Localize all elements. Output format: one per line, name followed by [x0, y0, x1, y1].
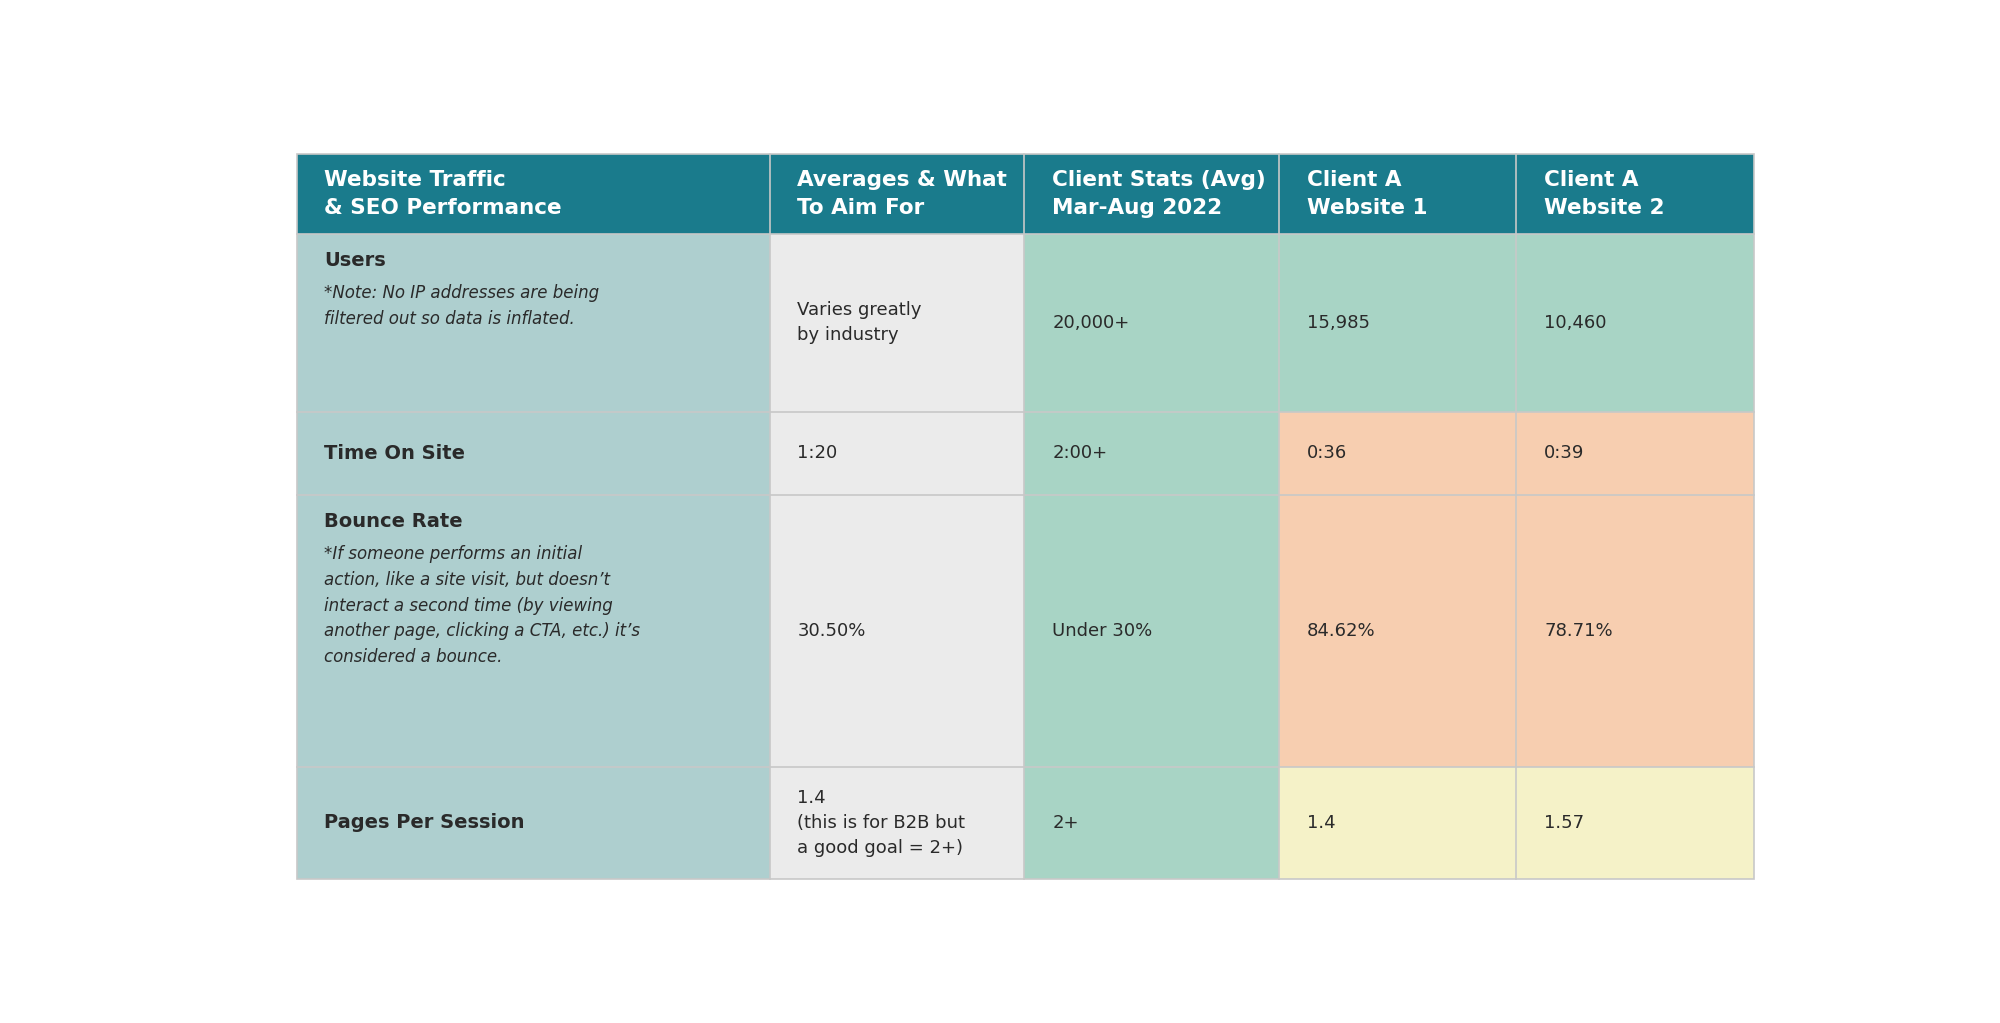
Bar [296, 154, 1754, 234]
Bar [1024, 411, 1278, 495]
Text: Time On Site: Time On Site [324, 444, 466, 462]
Bar [770, 766, 1024, 879]
Bar [770, 495, 1024, 766]
Text: 20,000+: 20,000+ [1052, 314, 1130, 331]
Text: 2+: 2+ [1052, 814, 1078, 832]
Bar [1278, 495, 1516, 766]
Text: Averages & What
To Aim For: Averages & What To Aim For [798, 170, 1008, 218]
Bar [1024, 234, 1278, 411]
Text: 78.71%: 78.71% [1544, 622, 1612, 639]
Text: Website Traffic
& SEO Performance: Website Traffic & SEO Performance [324, 170, 562, 218]
Bar [296, 495, 770, 766]
Bar [296, 411, 770, 495]
Text: 84.62%: 84.62% [1306, 622, 1376, 639]
Bar [770, 411, 1024, 495]
Text: *If someone performs an initial
action, like a site visit, but doesn’t
interact : *If someone performs an initial action, … [324, 545, 640, 666]
Bar [1516, 495, 1754, 766]
Text: Users: Users [324, 252, 386, 270]
Bar [770, 234, 1024, 411]
Text: 10,460: 10,460 [1544, 314, 1606, 331]
Text: 1:20: 1:20 [798, 444, 838, 462]
Text: Varies greatly
by industry: Varies greatly by industry [798, 301, 922, 345]
Bar [1516, 766, 1754, 879]
Text: 1.4: 1.4 [1306, 814, 1336, 832]
Text: 30.50%: 30.50% [798, 622, 866, 639]
Bar [296, 766, 770, 879]
Text: *Note: No IP addresses are being
filtered out so data is inflated.: *Note: No IP addresses are being filtere… [324, 284, 600, 328]
Text: Client A
Website 1: Client A Website 1 [1306, 170, 1428, 218]
Bar [1024, 766, 1278, 879]
Bar [1024, 495, 1278, 766]
Bar [1278, 411, 1516, 495]
Bar [296, 234, 770, 411]
Bar [1516, 411, 1754, 495]
Text: Under 30%: Under 30% [1052, 622, 1152, 639]
Text: 0:36: 0:36 [1306, 444, 1348, 462]
Text: 1.4
(this is for B2B but
a good goal = 2+): 1.4 (this is for B2B but a good goal = 2… [798, 789, 966, 857]
Text: 1.57: 1.57 [1544, 814, 1584, 832]
Text: Pages Per Session: Pages Per Session [324, 813, 524, 833]
Bar [1516, 234, 1754, 411]
Text: 15,985: 15,985 [1306, 314, 1370, 331]
Text: Client A
Website 2: Client A Website 2 [1544, 170, 1664, 218]
Text: Bounce Rate: Bounce Rate [324, 513, 464, 531]
Bar [1278, 234, 1516, 411]
Text: 2:00+: 2:00+ [1052, 444, 1108, 462]
Text: Client Stats (Avg)
Mar-Aug 2022: Client Stats (Avg) Mar-Aug 2022 [1052, 170, 1266, 218]
Text: 0:39: 0:39 [1544, 444, 1584, 462]
Bar [1278, 766, 1516, 879]
